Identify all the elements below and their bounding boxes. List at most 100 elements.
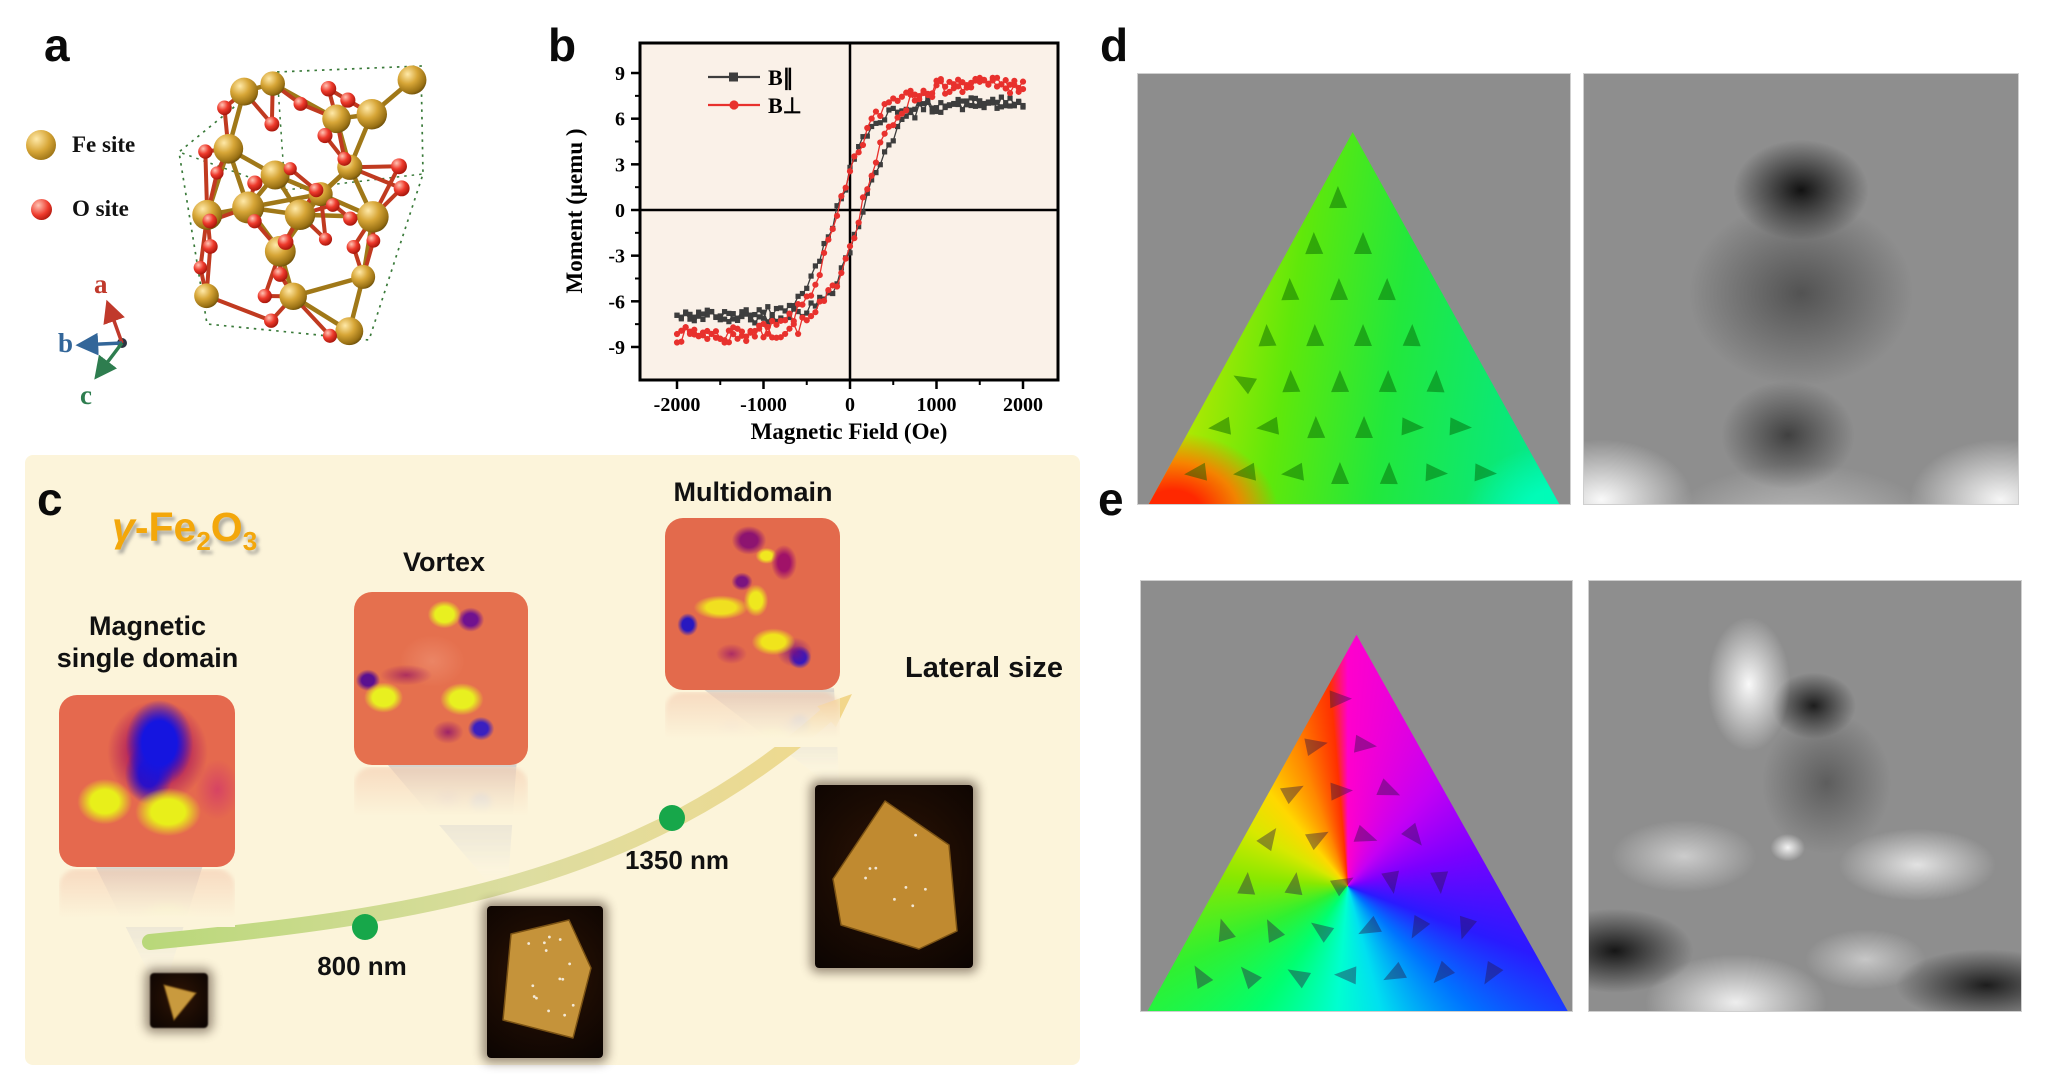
magnetization-arrow-icon <box>1281 369 1301 392</box>
magnetization-arrow-icon <box>1430 871 1450 895</box>
magnetization-triangle-d <box>1148 132 1560 504</box>
magnetization-arrow-icon <box>1305 323 1325 346</box>
simulation-mfm-contrast-d <box>1583 73 2019 505</box>
state-label-single-domain: Magnetic single domain <box>56 611 239 673</box>
a-axis-arrow <box>103 299 125 344</box>
mfm-reflection-3 <box>665 692 840 747</box>
mfm-image-multidomain <box>665 518 840 690</box>
crystal-structure <box>178 65 427 346</box>
gamma-symbol: γ <box>112 504 135 550</box>
panel-e-label: e <box>1098 473 1124 525</box>
magnetization-arrow-icon <box>1353 734 1378 756</box>
panel-c-label: c <box>37 473 63 525</box>
o-site-label: O site <box>72 196 129 221</box>
mfm-image-vortex <box>354 592 528 765</box>
b-axis-arrow <box>75 332 123 356</box>
o-atom-icon <box>31 198 52 220</box>
magnetization-arrow-icon <box>1281 277 1300 300</box>
state-label-multidomain: Multidomain <box>673 477 833 507</box>
state-label-vortex: Vortex <box>402 547 486 577</box>
magnetization-arrow-icon <box>1353 231 1372 254</box>
magnetization-arrow-icon <box>1426 369 1446 392</box>
magnetization-arrow-icon <box>1237 871 1257 895</box>
mfm-reflection-2 <box>354 767 528 825</box>
unit-cell-inner-edge <box>178 71 286 192</box>
panel-b-label: b <box>548 19 577 71</box>
c-axis-label: c <box>80 380 92 410</box>
svg-text:1000: 1000 <box>917 394 957 416</box>
svg-text:Magnetic Field (Oe): Magnetic Field (Oe) <box>751 419 948 444</box>
unit-cell-outline <box>178 65 424 341</box>
fe-site-label: Fe site <box>72 132 136 157</box>
magnetization-arrow-icon <box>1333 965 1357 985</box>
simulation-magnetization-e <box>1140 580 1573 1012</box>
simulation-magnetization-d <box>1137 73 1571 505</box>
magnetization-arrow-icon <box>1401 417 1425 437</box>
svg-text:-2000: -2000 <box>654 394 701 416</box>
svg-text:-1000: -1000 <box>740 394 787 416</box>
magnetization-arrow-icon <box>1280 462 1305 483</box>
svg-text:-6: -6 <box>608 291 625 313</box>
magnetization-arrow-icon <box>1284 871 1306 896</box>
a-axis-label: a <box>94 269 108 299</box>
afm-image-small <box>150 973 208 1028</box>
svg-text:0: 0 <box>845 394 855 416</box>
magnetization-arrow-icon <box>1255 416 1280 437</box>
b-axis-label: b <box>58 328 73 358</box>
size-label-800nm: 800 nm <box>317 951 407 981</box>
afm-image-medium <box>487 906 603 1058</box>
hysteresis-chart: -2000 -1000 0 1000 2000 9 6 3 0 -3 -6 -9 Magnetic Fi… <box>562 41 1060 444</box>
crystal-axes-gizmo: a b c <box>58 269 127 410</box>
simulation-mfm-contrast-e <box>1588 580 2022 1012</box>
atom-cluster <box>192 65 427 346</box>
svg-text:6: 6 <box>615 109 625 131</box>
svg-text:B∥: B∥ <box>768 65 794 91</box>
magnetization-arrow-icon <box>1377 277 1397 300</box>
magnetization-triangle-e <box>1147 634 1568 1011</box>
svg-text:Moment (μemu ): Moment (μemu ) <box>562 128 587 293</box>
svg-text:-9: -9 <box>608 337 625 359</box>
magnetization-arrow-icon <box>1207 416 1232 437</box>
svg-text:-3: -3 <box>608 246 625 268</box>
magnetization-arrow-icon <box>1306 415 1325 438</box>
magnetization-arrow-icon <box>1329 277 1348 300</box>
lateral-size-label: Lateral size <box>905 652 1063 684</box>
magnetization-arrow-icon <box>1425 463 1449 483</box>
magnetization-arrow-icon <box>1330 781 1354 801</box>
size-label-1350nm: 1350 nm <box>624 845 730 875</box>
panel-a-label: a <box>44 19 70 71</box>
compound-title: γ-Fe2O3 <box>112 504 258 557</box>
magnetization-arrow-icon <box>1354 323 1373 346</box>
magnetization-arrow-icon <box>1379 461 1398 484</box>
magnetization-arrow-icon <box>1355 415 1374 438</box>
fe-site-legend: Fe site <box>26 130 135 160</box>
magnetization-arrow-icon <box>1183 462 1208 483</box>
svg-text:2000: 2000 <box>1003 394 1043 416</box>
svg-text:3: 3 <box>615 154 625 176</box>
magnetization-arrow-icon <box>1378 369 1398 392</box>
panel-d-label: d <box>1100 19 1129 71</box>
magnetization-arrow-icon <box>1330 369 1349 392</box>
svg-text:0: 0 <box>615 200 625 222</box>
magnetization-arrow-icon <box>1328 185 1348 208</box>
magnetization-arrow-icon <box>1449 417 1473 437</box>
mfm-image-single-domain <box>59 695 235 867</box>
c-axis-arrow <box>94 341 124 380</box>
magnetization-arrow-icon <box>1231 462 1256 483</box>
size-arc <box>142 704 838 950</box>
size-dot-800nm <box>352 914 378 940</box>
magnetization-arrow-icon <box>1331 461 1350 484</box>
magnetization-arrow-icon <box>1474 463 1498 483</box>
svg-text:9: 9 <box>615 63 625 85</box>
afm-image-large <box>815 785 973 968</box>
svg-text:B⊥: B⊥ <box>768 93 802 118</box>
magnetization-arrow-icon <box>1304 231 1324 254</box>
magnetization-arrow-icon <box>1402 323 1422 346</box>
magnetization-arrow-icon <box>1381 870 1403 896</box>
magnetization-arrow-icon <box>1329 689 1353 709</box>
o-site-legend: O site <box>31 196 129 222</box>
fe-atom-icon <box>26 130 56 160</box>
mfm-reflection-1 <box>59 869 235 927</box>
size-dot-1350nm <box>659 805 685 831</box>
